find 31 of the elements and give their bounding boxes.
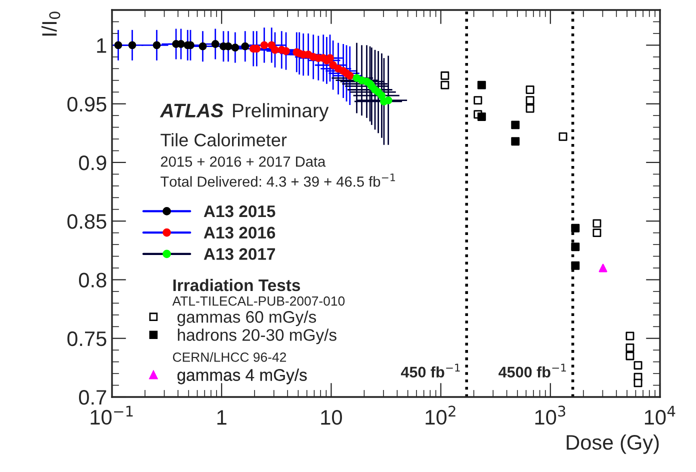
- ref-line-label: 450 fb$^{−1}$: [400, 364, 460, 378]
- legend-label: gammas 60 mGy/s: [177, 310, 316, 326]
- annotation: Tile Calorimeter: [160, 133, 287, 146]
- x-tick-label: 10$^{4}$: [644, 406, 676, 425]
- y-tick-label: 0.8: [78, 272, 106, 288]
- ref-line-label: 4500 fb$^{−1}$: [498, 364, 566, 378]
- legend-label: A13 2017: [204, 248, 275, 260]
- y-axis-title: I/I$_{0}$: [42, 12, 60, 36]
- annotation: ATLAS: [160, 104, 224, 118]
- y-tick-label: 0.7: [78, 390, 106, 405]
- annotation: Irradiation Tests: [173, 278, 300, 292]
- x-tick-label: 1: [217, 410, 226, 425]
- x-axis-title: Dose (Gy): [566, 434, 659, 454]
- annotation: ATL-TILECAL-PUB-2007-010: [172, 296, 345, 306]
- y-tick-label: 0.85: [67, 214, 106, 229]
- x-tick-label: 10$^{−1}$: [90, 406, 133, 425]
- y-tick-label: 1: [97, 38, 106, 53]
- annotation: Preliminary: [233, 103, 329, 122]
- x-tick-label: 10: [321, 410, 342, 425]
- x-tick-label: 10$^{3}$: [535, 406, 566, 425]
- annotation: CERN/LHCC 96-42: [172, 352, 286, 362]
- y-tick-label: 0.75: [67, 331, 106, 346]
- y-tick-label: 0.95: [67, 96, 106, 112]
- legend-label: A13 2015: [204, 205, 276, 218]
- x-tick-label: 10$^{2}$: [426, 406, 456, 425]
- annotation: Total Delivered: 4.3 + 39 + 46.5 fb$^{−1}$: [160, 174, 395, 187]
- legend-label: gammas 4 mGy/s: [177, 368, 307, 384]
- legend-label: A13 2016: [204, 226, 276, 239]
- annotation: 2015 + 2016 + 2017 Data: [160, 156, 326, 167]
- y-tick-label: 0.9: [78, 155, 106, 170]
- legend-label: hadrons 20-30 mGy/s: [178, 328, 336, 344]
